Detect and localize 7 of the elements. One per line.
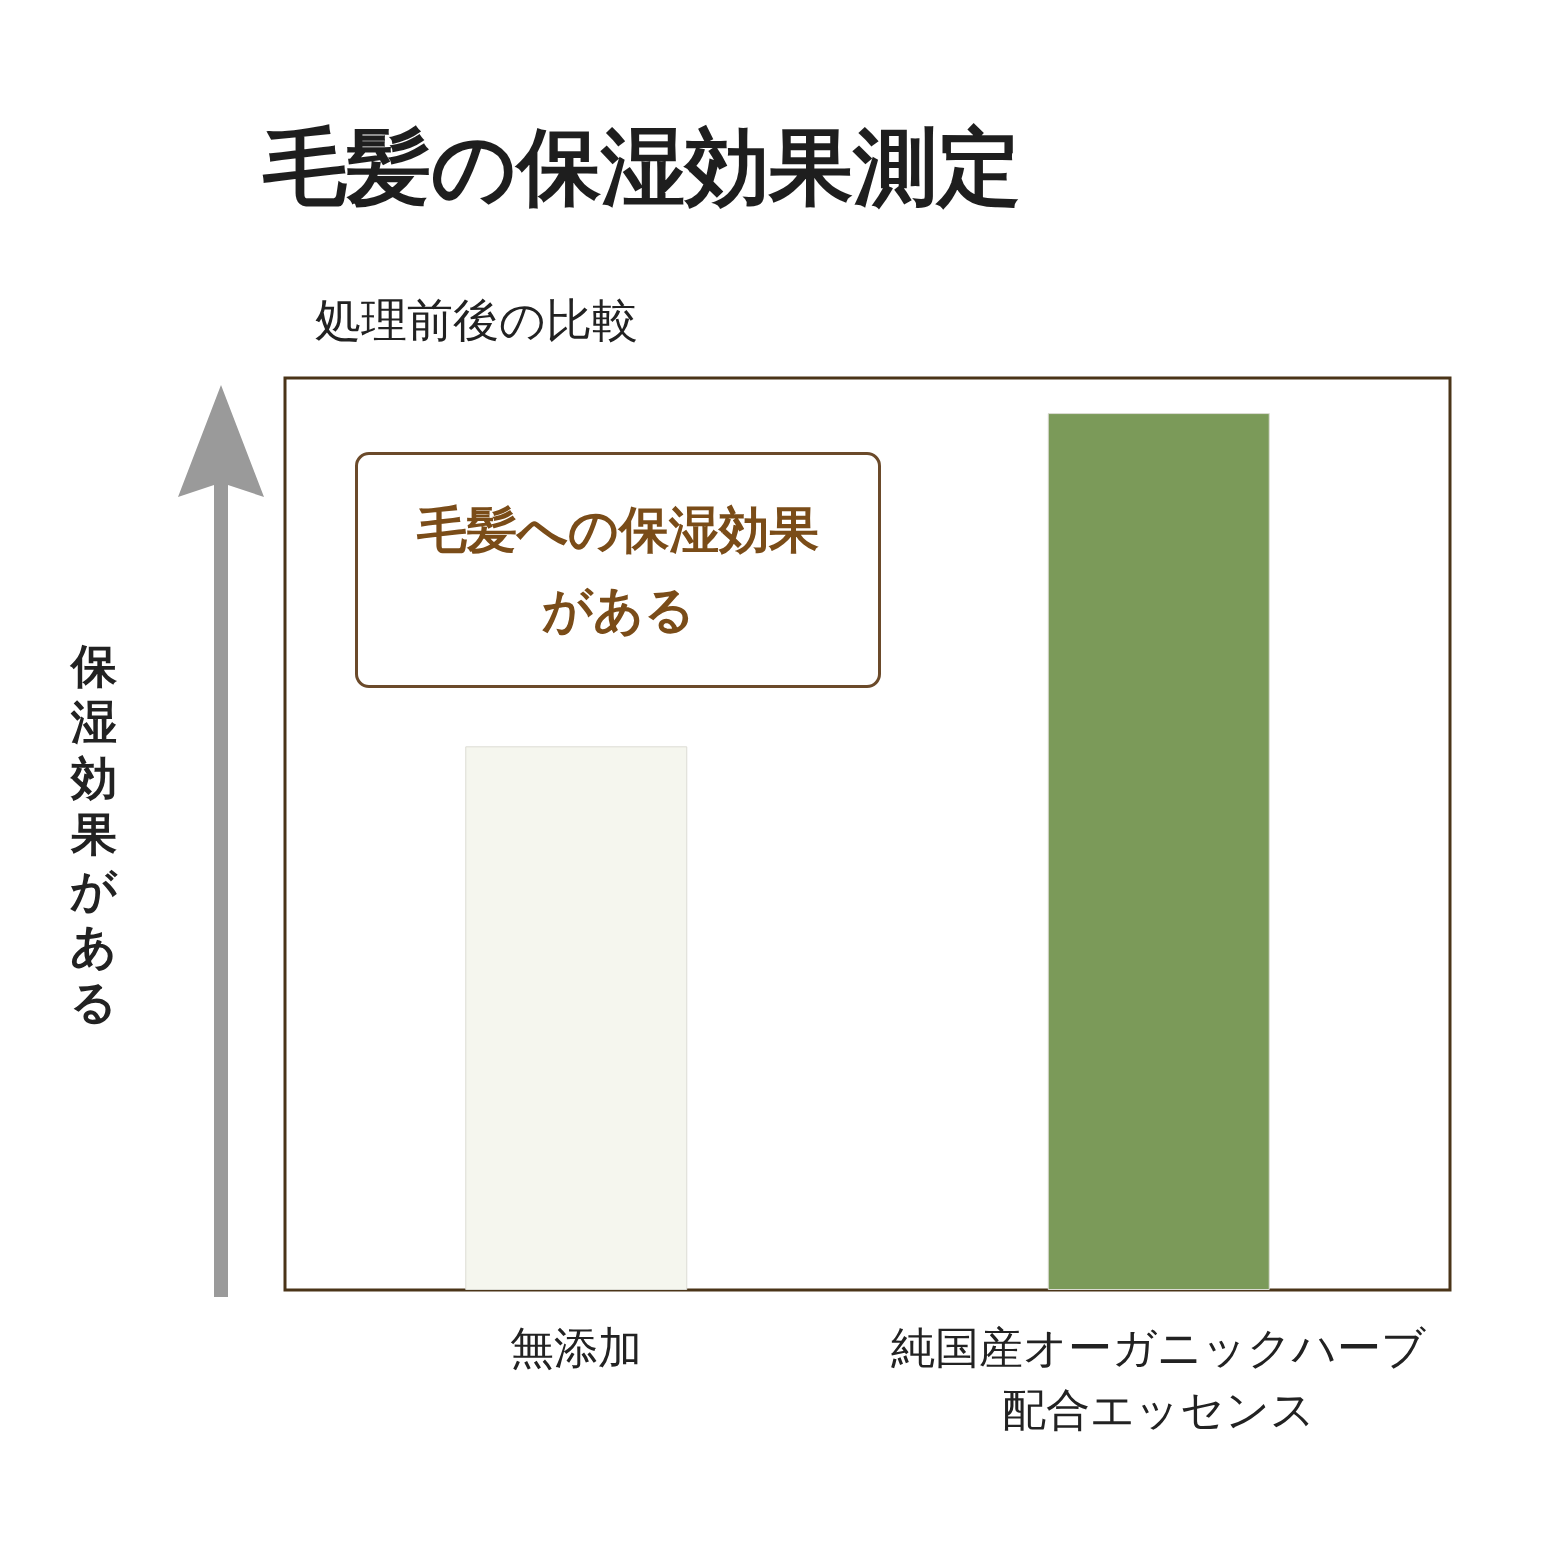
- chart-title: 毛髪の保湿効果測定: [262, 118, 1021, 216]
- chart-subtitle: 処理前後の比較: [315, 293, 638, 347]
- annotation: 毛髪への保湿効果がある: [416, 500, 820, 641]
- x-tick-label: 純国産オーガニックハーブ配合エッセンス: [891, 1321, 1427, 1435]
- callout-box: 毛髪への保湿効果がある: [355, 452, 881, 688]
- y-axis-title: 保湿効果がある: [69, 639, 118, 1029]
- x-tick-label: 無添加: [510, 1321, 643, 1373]
